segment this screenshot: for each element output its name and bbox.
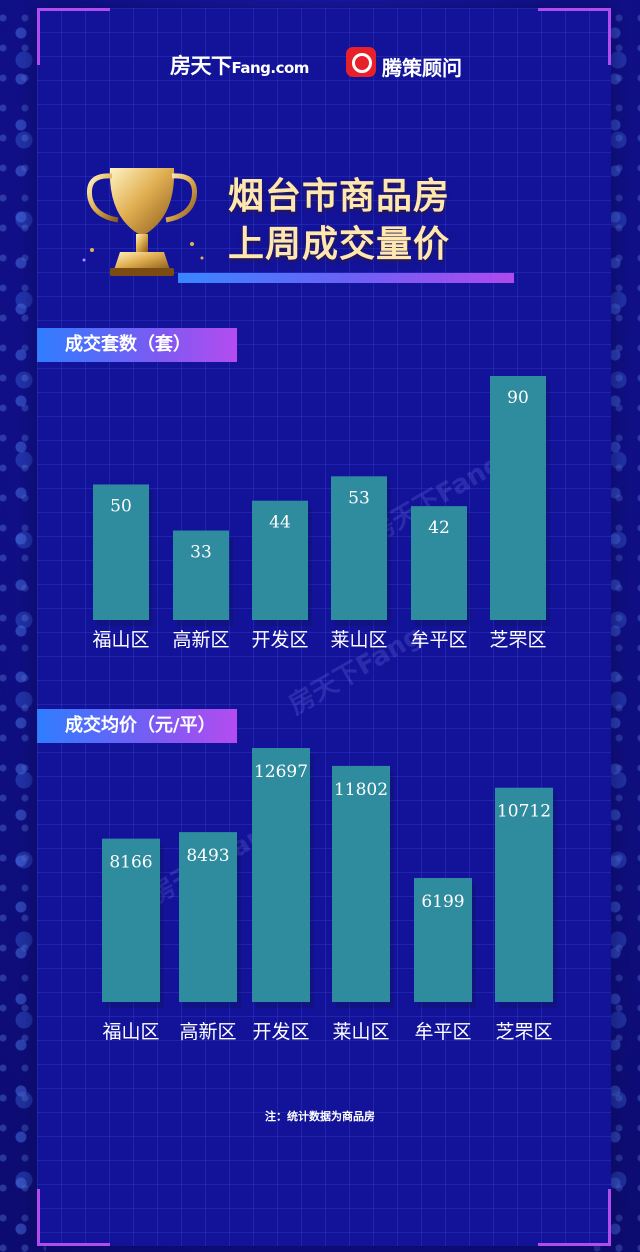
trophy-icon: [82, 168, 204, 276]
chart-1-bar-高新区: [173, 530, 229, 620]
chart-1-title-tag: 成交套数（套）: [37, 328, 237, 362]
chart-2-bar-牟平区: [414, 877, 472, 1002]
chart-1-category-label: 牟平区: [410, 629, 467, 651]
chart-1-category-label: 莱山区: [330, 629, 387, 651]
chart-2-data-label: 6199: [421, 892, 464, 912]
title-line-2: 上周成交量价: [228, 223, 451, 265]
chart-1-category-label: 芝罘区: [489, 629, 546, 651]
chart-1-category-label: 高新区: [172, 629, 229, 651]
chart-1-bar-开发区: [252, 500, 308, 620]
title-line-1: 烟台市商品房: [228, 175, 451, 217]
chart-1-data-label: 33: [190, 543, 212, 563]
chart-2-data-label: 11802: [334, 780, 388, 800]
corner-bracket-top-right: [538, 8, 611, 65]
corner-bracket-top-left: [37, 8, 110, 65]
fang-logo: 房天下Fang.com: [170, 50, 309, 80]
chart-2-category-label: 福山区: [102, 1021, 159, 1043]
footnote: 注：统计数据为商品房: [265, 1110, 375, 1123]
fang-logo-main: 房天下: [170, 54, 232, 78]
chart-2-bar-芝罘区: [495, 787, 553, 1002]
chart-2-category-label: 高新区: [179, 1021, 236, 1043]
chart-2-category-label: 莱山区: [332, 1021, 389, 1043]
fang-logo-sub: Fang.com: [231, 59, 310, 77]
chart-1-data-label: 44: [269, 513, 291, 533]
chart-2-data-label: 12697: [254, 762, 308, 782]
chart-1-bar-莱山区: [331, 476, 387, 620]
chart-1-data-label: 53: [348, 488, 370, 508]
chart-1-data-label: 42: [428, 518, 450, 538]
corner-bracket-bottom-right: [538, 1189, 611, 1246]
tengce-logo-icon: [346, 47, 376, 77]
corner-bracket-bottom-left: [37, 1189, 110, 1246]
chart-1-data-label: 90: [507, 388, 529, 408]
chart-1-category-label: 福山区: [92, 629, 149, 651]
chart-1-data-label: 50: [110, 496, 132, 516]
logo-row: 房天下Fang.com 腾策顾问: [0, 44, 640, 84]
chart-2-bar-福山区: [102, 838, 160, 1002]
tengce-logo-text: 腾策顾问: [382, 56, 462, 80]
chart-1-category-label: 开发区: [251, 629, 308, 651]
chart-2-data-label: 10712: [497, 802, 551, 822]
chart-1-bar-牟平区: [411, 506, 467, 620]
page-title: 烟台市商品房 上周成交量价: [228, 172, 528, 268]
chart-2-category-label: 牟平区: [414, 1021, 471, 1043]
chart-2-category-label: 开发区: [252, 1021, 309, 1043]
chart-2-category-label: 芝罘区: [495, 1021, 552, 1043]
chart-2-title-tag: 成交均价（元/平）: [37, 709, 237, 743]
chart-1-bar-芝罘区: [490, 376, 546, 620]
title-underline-bar: [178, 273, 514, 283]
chart-2-bar-莱山区: [332, 765, 390, 1002]
chart-1-bar-福山区: [93, 484, 149, 620]
chart-2-data-label: 8166: [109, 853, 152, 873]
chart-2-bar-开发区: [252, 748, 310, 1002]
chart-2-data-label: 8493: [186, 846, 229, 866]
chart-2-bar-高新区: [179, 832, 237, 1002]
